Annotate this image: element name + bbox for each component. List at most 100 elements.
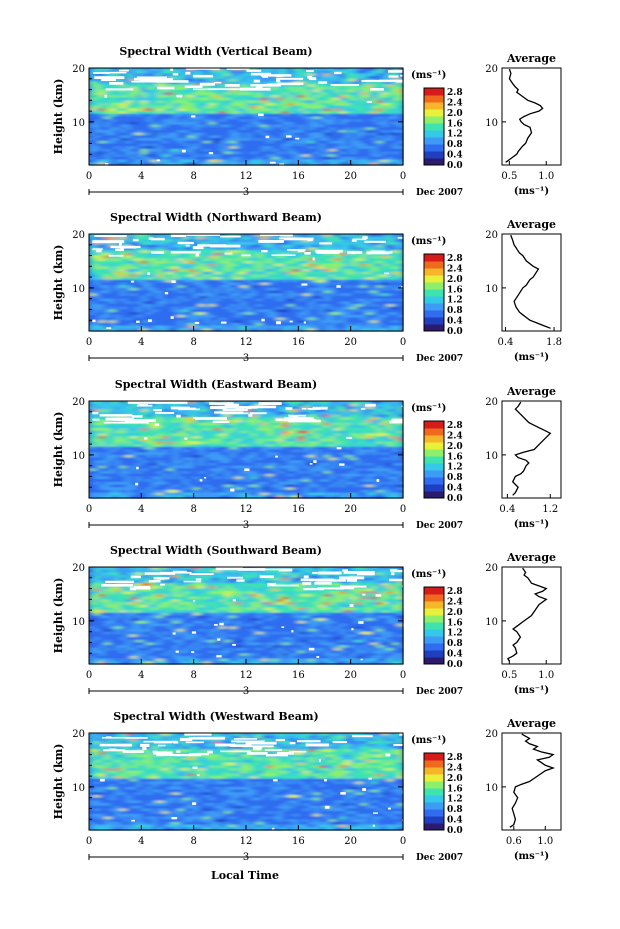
heatmap-cell bbox=[324, 317, 331, 322]
heatmap-cell bbox=[151, 406, 158, 410]
heatmap-cell bbox=[308, 143, 315, 147]
heatmap-cell bbox=[392, 127, 399, 131]
heatmap-cell bbox=[366, 108, 373, 112]
heatmap-cell bbox=[382, 312, 389, 316]
heatmap-cell bbox=[115, 255, 122, 260]
heatmap-cell bbox=[235, 111, 242, 115]
heatmap-cell bbox=[198, 156, 205, 161]
heatmap-cell bbox=[345, 279, 352, 284]
heatmap-cell bbox=[308, 129, 315, 134]
heatmap-cell bbox=[387, 258, 394, 262]
heatmap-cell bbox=[157, 328, 164, 332]
heatmap-cell bbox=[329, 108, 336, 112]
heatmap-cell bbox=[177, 89, 184, 94]
heatmap-cell bbox=[334, 119, 341, 123]
heatmap-cell bbox=[198, 304, 205, 308]
heatmap-cell bbox=[251, 306, 258, 311]
heatmap-cell bbox=[235, 239, 242, 243]
heatmap-cell bbox=[89, 325, 96, 330]
heatmap-cell bbox=[261, 76, 268, 80]
heatmap-cell bbox=[230, 312, 237, 316]
average-line bbox=[510, 234, 551, 329]
heatmap-cell bbox=[177, 154, 184, 158]
heatmap-cell bbox=[293, 403, 300, 408]
heatmap-cell bbox=[345, 143, 352, 147]
heatmap-cell bbox=[397, 304, 404, 308]
heatmap-cell bbox=[89, 279, 96, 284]
heatmap-cell bbox=[151, 68, 158, 72]
heatmap-cell bbox=[120, 111, 127, 115]
heatmap-cell bbox=[162, 108, 169, 112]
heatmap-cell bbox=[371, 269, 378, 273]
heatmap-cell bbox=[225, 116, 232, 120]
heatmap-cell bbox=[109, 309, 116, 313]
heatmap-cell bbox=[340, 97, 347, 102]
heatmap-cell bbox=[319, 78, 326, 83]
heatmap-cell bbox=[183, 146, 190, 150]
heatmap-cell bbox=[366, 140, 373, 145]
heatmap-cell bbox=[99, 287, 106, 292]
heatmap-cell bbox=[230, 247, 237, 251]
heatmap-cell bbox=[162, 70, 169, 75]
heatmap-cell bbox=[277, 97, 284, 102]
heatmap-cell bbox=[272, 290, 279, 295]
heatmap-cell bbox=[235, 108, 242, 112]
heatmap-cell bbox=[366, 252, 373, 257]
heatmap-cell bbox=[188, 401, 195, 405]
heatmap-cell bbox=[193, 148, 200, 153]
heatmap-cell bbox=[177, 255, 184, 260]
heatmap-cell bbox=[198, 89, 205, 94]
heatmap-cell bbox=[314, 306, 321, 311]
heatmap-cell bbox=[188, 325, 195, 330]
heatmap-cell bbox=[209, 411, 216, 416]
heatmap-cell bbox=[136, 70, 143, 75]
heatmap-cell bbox=[298, 154, 305, 158]
heatmap-cell bbox=[141, 406, 148, 410]
heatmap-cell bbox=[157, 306, 164, 311]
heatmap-cell bbox=[308, 304, 315, 308]
heatmap-cell bbox=[340, 154, 347, 158]
heatmap-cell bbox=[340, 146, 347, 150]
heatmap-cell bbox=[225, 252, 232, 257]
heatmap-cell bbox=[136, 162, 143, 166]
heatmap-cell bbox=[219, 81, 226, 85]
heatmap-cell bbox=[235, 92, 242, 96]
heatmap-cell bbox=[89, 92, 96, 96]
heatmap-cell bbox=[193, 97, 200, 102]
heatmap-cell bbox=[361, 401, 368, 405]
heatmap-cell bbox=[151, 411, 158, 416]
heatmap-cell bbox=[256, 162, 263, 166]
heatmap-cell bbox=[240, 287, 247, 292]
heatmap-cell bbox=[120, 132, 127, 137]
heatmap-cell bbox=[382, 135, 389, 139]
heatmap-cell bbox=[334, 263, 341, 268]
heatmap-cell bbox=[355, 401, 362, 405]
heatmap-cell bbox=[366, 97, 373, 102]
heatmap-cell bbox=[214, 269, 221, 273]
heatmap-cell bbox=[298, 263, 305, 268]
heatmap-cell bbox=[193, 306, 200, 311]
heatmap-cell bbox=[151, 260, 158, 265]
heatmap-cell bbox=[230, 148, 237, 153]
heatmap-cell bbox=[141, 263, 148, 268]
heatmap-cell bbox=[345, 236, 352, 241]
heatmap-cell bbox=[329, 138, 336, 142]
heatmap-cell bbox=[94, 156, 101, 161]
heatmap-cell bbox=[287, 244, 294, 249]
heatmap-cell bbox=[109, 68, 116, 72]
heatmap-cell bbox=[293, 401, 300, 405]
heatmap-cell bbox=[209, 274, 216, 278]
heatmap-cell bbox=[125, 234, 132, 238]
heatmap-cell bbox=[188, 260, 195, 265]
heatmap-cell bbox=[89, 242, 96, 246]
heatmap-cell bbox=[167, 322, 174, 327]
gap bbox=[330, 84, 360, 86]
heatmap-cell bbox=[329, 113, 336, 118]
heatmap-cell bbox=[193, 108, 200, 112]
heatmap-cell bbox=[382, 127, 389, 131]
heatmap-cell bbox=[277, 119, 284, 123]
heatmap-cell bbox=[319, 94, 326, 99]
heatmap-cell bbox=[256, 159, 263, 164]
heatmap-cell bbox=[251, 242, 258, 246]
heatmap-cell bbox=[146, 325, 153, 330]
